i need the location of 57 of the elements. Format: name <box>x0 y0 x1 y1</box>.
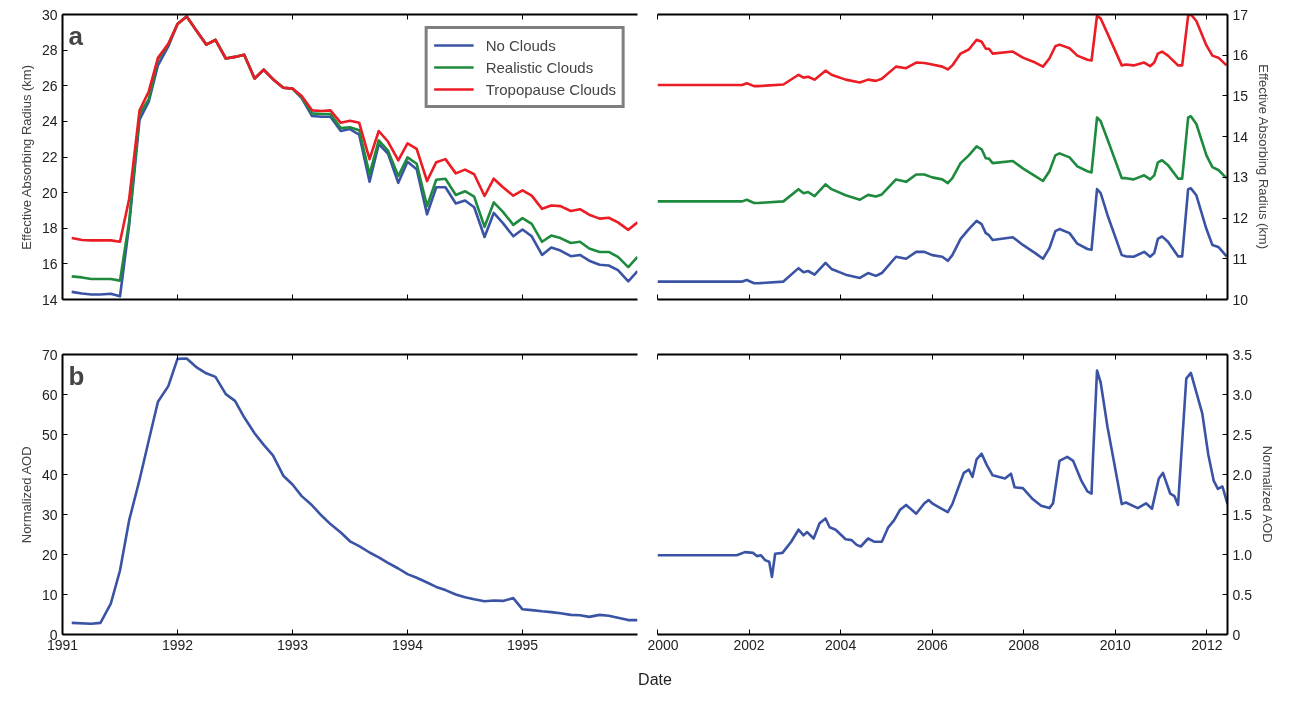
line-series <box>657 187 1228 285</box>
y-tick-label: 16 <box>41 255 58 272</box>
y2-tick-label: 11 <box>1232 250 1248 267</box>
y-tick-label: 30 <box>41 6 58 23</box>
x-tick-label: 2000 <box>647 636 679 653</box>
annotation: a <box>68 20 84 51</box>
y-tick-label: 22 <box>41 149 58 165</box>
y-axis-title: Normalized AOD <box>18 446 34 544</box>
y-tick-label: 20 <box>41 184 58 201</box>
y2-tick-label: 10 <box>1232 291 1249 308</box>
y-tick-label: 40 <box>41 466 58 483</box>
y2-tick-label: 13 <box>1232 169 1249 186</box>
y-tick-label: 50 <box>41 426 58 443</box>
x-tick-label: 2012 <box>1191 636 1223 653</box>
x-tick-label: 1993 <box>276 636 309 653</box>
line-series <box>657 369 1228 579</box>
x-tick-label: 2006 <box>916 636 948 653</box>
y-tick-label: 60 <box>41 386 58 403</box>
y2-tick-label: 14 <box>1232 128 1249 145</box>
y2-tick-label: 1.0 <box>1232 546 1253 563</box>
legend-label: Realistic Clouds <box>485 58 594 76</box>
legend-label: Tropopause Clouds <box>485 80 616 98</box>
y-tick-label: 26 <box>41 77 58 94</box>
y2-tick-label: 1.5 <box>1232 506 1253 523</box>
y2-tick-label: 15 <box>1232 87 1249 104</box>
y-axis-title: Effective Absorbing Radius (km) <box>18 64 34 250</box>
x-tick-label: 2002 <box>733 636 765 653</box>
y-tick-label: 18 <box>41 220 58 237</box>
x-tick-label: 1992 <box>161 636 194 653</box>
y-tick-label: 70 <box>41 346 58 363</box>
y2-tick-label: 17 <box>1232 6 1249 23</box>
x-tick-label: 1994 <box>391 636 424 653</box>
y2-tick-label: 3.5 <box>1232 346 1253 363</box>
y-tick-label: 28 <box>41 42 58 59</box>
line-series <box>657 114 1228 205</box>
line-series <box>70 357 638 625</box>
x-tick-label: 1995 <box>506 636 539 653</box>
x-tick-label: 2010 <box>1099 636 1132 653</box>
y-tick-label: 30 <box>41 506 58 523</box>
x-axis-title: Date <box>638 670 672 690</box>
y2-tick-label: 0.5 <box>1232 586 1253 603</box>
y2-axis-title: Effective Absorbing Radius (km) <box>1256 64 1272 250</box>
y2-tick-label: 2.5 <box>1232 426 1253 443</box>
y2-axis-title: Normalized AOD <box>1259 445 1275 543</box>
annotation: b <box>68 360 85 391</box>
y2-tick-label: 16 <box>1232 47 1249 64</box>
y2-tick-label: 2.0 <box>1232 466 1253 483</box>
y2-tick-label: 12 <box>1232 210 1249 227</box>
x-tick-label: 2008 <box>1008 636 1040 653</box>
y-tick-label: 10 <box>41 586 58 603</box>
y2-tick-label: 0 <box>1232 626 1241 643</box>
y2-tick-label: 3.0 <box>1232 386 1253 403</box>
y-tick-label: 14 <box>41 291 58 308</box>
y-tick-label: 20 <box>41 546 58 563</box>
legend-label: No Clouds <box>485 36 556 54</box>
x-tick-label: 2004 <box>825 636 857 653</box>
y-tick-label: 24 <box>41 113 58 130</box>
